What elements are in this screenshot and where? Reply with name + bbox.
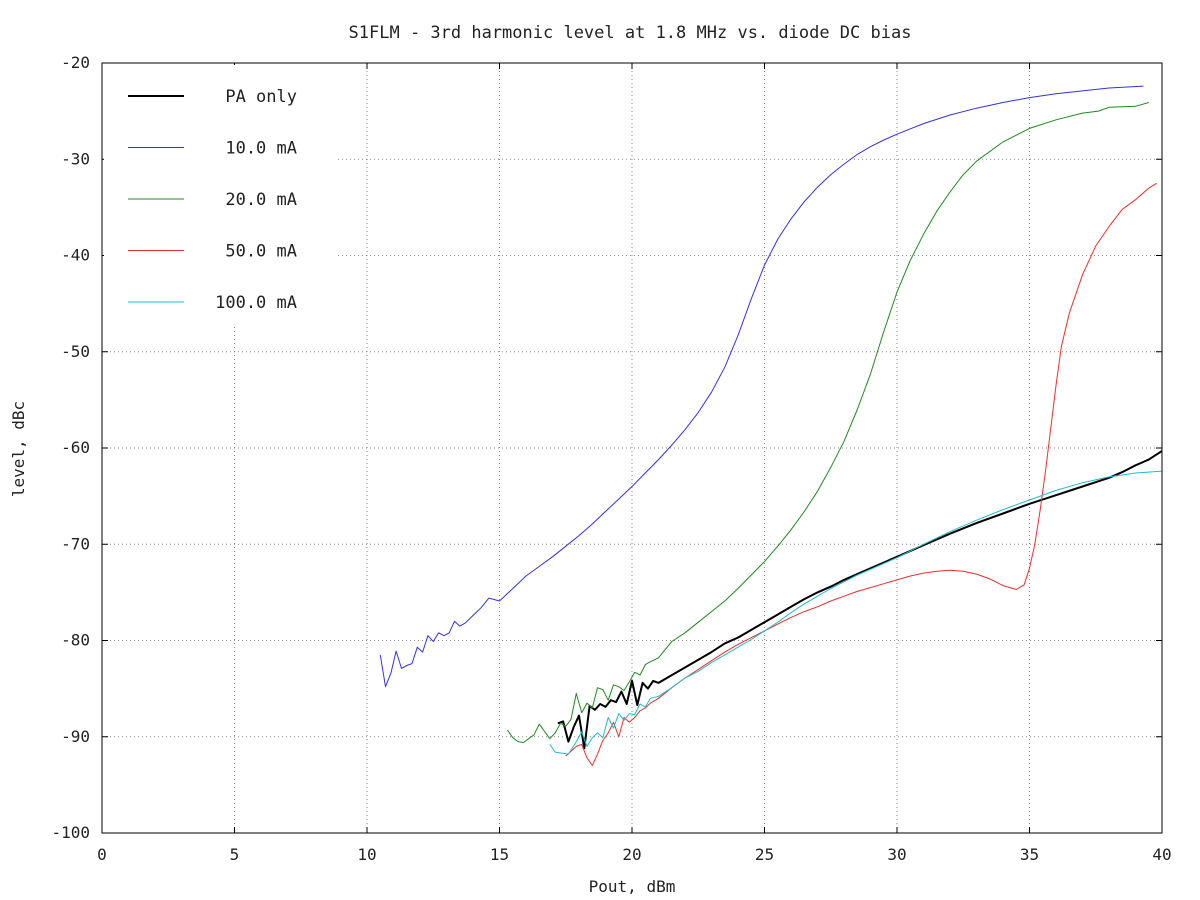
legend-label: 50.0 mA [225, 242, 297, 262]
y-tick-label: -40 [61, 246, 90, 265]
legend-label: 10.0 mA [225, 139, 297, 159]
series-line-10-0-ma [379, 85, 1144, 688]
y-tick-label: -50 [61, 342, 90, 361]
x-tick-label: 15 [490, 845, 509, 864]
chart-title: S1FLM - 3rd harmonic level at 1.8 MHz vs… [349, 23, 912, 43]
x-tick-label: 40 [1152, 845, 1171, 864]
y-tick-label: -20 [61, 53, 90, 72]
series [379, 85, 1163, 767]
y-axis-label: level, dBc [9, 401, 28, 497]
plot-frame [101, 62, 1163, 834]
y-tick-label: -90 [61, 727, 90, 746]
x-tick-label: 35 [1020, 845, 1039, 864]
x-tick-label: 20 [622, 845, 641, 864]
series-line-100-0-ma [549, 470, 1163, 755]
series-line-20-0-ma [506, 102, 1149, 743]
x-tick-label: 25 [755, 845, 774, 864]
x-axis-label: Pout, dBm [589, 877, 676, 896]
legend-label: 100.0 mA [215, 293, 297, 313]
y-tick-label: -70 [61, 534, 90, 553]
legend-label: 20.0 mA [225, 190, 297, 210]
x-tick-label: 5 [230, 845, 240, 864]
y-tick-label: -80 [61, 631, 90, 650]
series-line-pa-only [557, 450, 1163, 750]
y-tick-label: -60 [61, 438, 90, 457]
y-tick-label: -100 [51, 823, 90, 842]
x-tick-label: 10 [357, 845, 376, 864]
legend-background [104, 65, 336, 327]
legend-label: PA only [225, 87, 297, 107]
x-tick-label: 30 [887, 845, 906, 864]
legend: PA only 10.0 mA 20.0 mA 50.0 mA 100.0 mA [104, 65, 336, 327]
x-tick-label: 0 [97, 845, 107, 864]
tick-labels: 0 5 10 15 20 25 30 35 40 -100 -90 -80 -70 -60 -50 -40 -3… [51, 53, 1171, 864]
series-line-50-0-ma [565, 182, 1157, 767]
y-tick-label: -30 [61, 149, 90, 168]
